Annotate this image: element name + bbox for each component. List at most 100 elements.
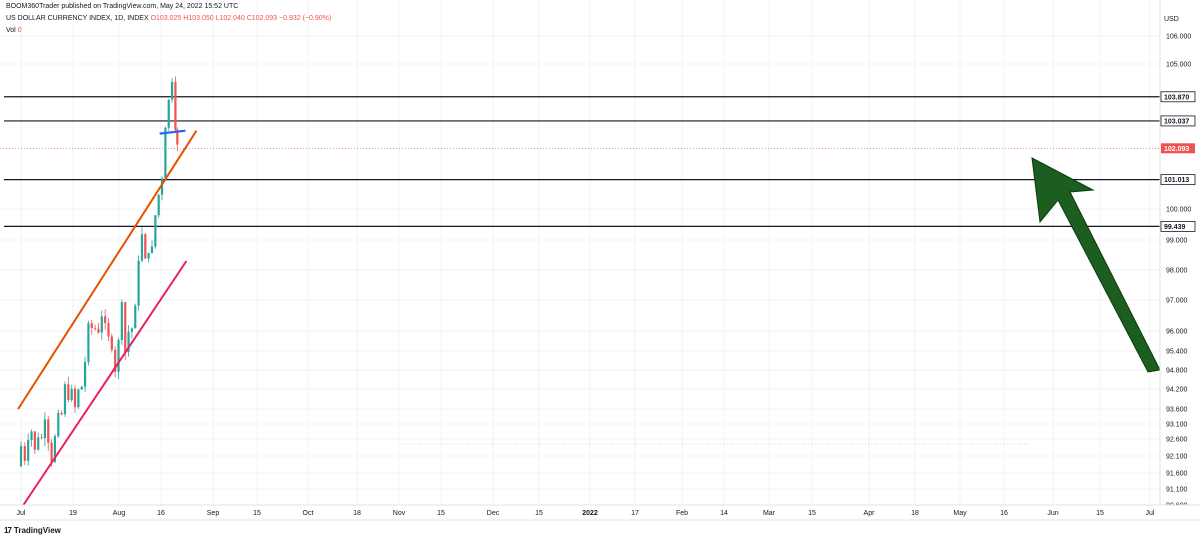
tradingview-brand[interactable]: 17 TradingView <box>4 526 61 535</box>
candle-body <box>170 81 174 100</box>
candle-body <box>19 445 23 467</box>
price-tick-label: 97.000 <box>1166 298 1188 305</box>
price-tick-label: 91.100 <box>1166 487 1188 494</box>
symbol-title: US DOLLAR CURRENCY INDEX, 1D, INDEX <box>6 15 149 22</box>
volume-line: Vol 0 <box>6 27 22 34</box>
plot-background <box>0 0 1160 516</box>
candle-body <box>160 178 164 195</box>
time-tick-label: 18 <box>353 510 361 517</box>
candle-body <box>57 412 60 437</box>
candle-body <box>30 431 33 441</box>
candle-body <box>94 327 97 329</box>
candle-body <box>60 412 63 415</box>
time-tick-label: 16 <box>1000 510 1008 517</box>
price-tick-label: 92.100 <box>1166 454 1188 461</box>
time-tick-label: Dec <box>487 510 500 517</box>
price-axis-bg <box>1160 0 1200 516</box>
candle-body <box>100 316 103 333</box>
candle-body <box>154 215 157 247</box>
trendlines[interactable] <box>17 129 198 506</box>
level-tag-label: 101.013 <box>1164 177 1189 184</box>
time-tick-label: 18 <box>911 510 919 517</box>
candle-body <box>130 328 134 332</box>
time-tick-label: 19 <box>69 510 77 517</box>
candle-body <box>40 437 43 439</box>
candle-body <box>117 339 120 372</box>
time-tick-label: Nov <box>393 510 406 517</box>
candle-body <box>147 252 150 259</box>
candle-body <box>124 302 127 353</box>
last-price-tag <box>1161 143 1195 154</box>
candle-body <box>27 440 30 461</box>
level-tag <box>1160 220 1196 232</box>
candle-body <box>144 234 147 259</box>
candle-body <box>43 419 47 439</box>
candle-body <box>110 336 113 350</box>
ohlc-values: O103.025 H103.050 L102.040 C102.093 −0.9… <box>150 15 332 22</box>
candle-body <box>67 384 70 401</box>
candle-body <box>33 431 36 450</box>
candle-body <box>77 389 80 408</box>
candle-body <box>47 419 50 443</box>
time-tick-label: 15 <box>437 510 445 517</box>
candle-body <box>120 302 123 340</box>
candle-body <box>90 323 93 328</box>
time-axis-bg <box>0 505 1200 539</box>
level-tag <box>1160 115 1196 127</box>
candle-body <box>127 331 130 353</box>
time-tick-label: Mar <box>763 510 776 517</box>
time-axis[interactable]: Jul 19 Aug 16 Sep 15 Oct 18 Nov 15 Dec 15 2022 17 Feb 1… <box>0 504 1200 539</box>
candle-body <box>157 194 160 216</box>
candle-body <box>114 349 117 372</box>
time-tick-label: 15 <box>1096 510 1104 517</box>
price-tick-label: 100.000 <box>1166 207 1191 214</box>
candle-body <box>97 328 100 333</box>
price-tick-label: 91.600 <box>1166 471 1188 478</box>
price-tick-label: 94.200 <box>1166 387 1188 394</box>
chart-grid <box>0 0 1160 516</box>
tradingview-logo-icon: 17 <box>4 526 12 535</box>
last-price-label: 102.093 <box>1164 146 1189 153</box>
time-tick-label: 14 <box>720 510 728 517</box>
time-tick-label: 17 <box>631 510 639 517</box>
candle-body <box>174 81 177 130</box>
volume-value: 0 <box>17 27 22 34</box>
time-tick-label: Jul <box>1146 510 1155 517</box>
time-tick-label: 15 <box>253 510 261 517</box>
projection-arrow[interactable] <box>1031 157 1161 373</box>
candle-body <box>50 442 53 462</box>
price-tick-label: 98.000 <box>1166 268 1188 275</box>
volume-label: Vol <box>6 27 16 34</box>
time-tick-label: 15 <box>808 510 816 517</box>
candle-body <box>134 305 137 329</box>
price-axis[interactable]: 106.000 105.000 100.000 99.000 98.000 97.000 9… <box>1159 0 1200 516</box>
price-tick-label: 95.400 <box>1166 349 1188 356</box>
candle-body <box>107 323 110 337</box>
trendline <box>22 260 188 506</box>
candle-body <box>63 384 67 415</box>
candle-body <box>23 445 26 461</box>
time-tick-label: Jun <box>1047 510 1058 517</box>
candle-body <box>83 362 87 387</box>
horizontal-levels[interactable] <box>0 96 1160 227</box>
candle-body <box>37 437 40 450</box>
price-tick-label: 94.800 <box>1166 368 1188 375</box>
level-tag <box>1160 91 1196 103</box>
time-tick-label: May <box>953 510 967 517</box>
price-tick-label: 93.600 <box>1166 407 1188 414</box>
candle-body <box>73 388 77 408</box>
level-tag-label: 99.439 <box>1164 224 1186 231</box>
level-tag-label: 103.870 <box>1164 94 1189 101</box>
candle-body <box>87 323 90 363</box>
candle-body <box>70 388 73 401</box>
time-tick-label: Apr <box>864 510 876 517</box>
time-tick-label: 16 <box>157 510 165 517</box>
time-tick-label: Oct <box>303 510 314 517</box>
publisher-line: BOOM360Trader published on TradingView.c… <box>6 3 239 10</box>
candle-body <box>164 127 167 179</box>
time-tick-label: Sep <box>207 510 220 517</box>
candle-body <box>53 436 57 462</box>
time-tick-label: 15 <box>535 510 543 517</box>
candle-body <box>176 129 179 145</box>
